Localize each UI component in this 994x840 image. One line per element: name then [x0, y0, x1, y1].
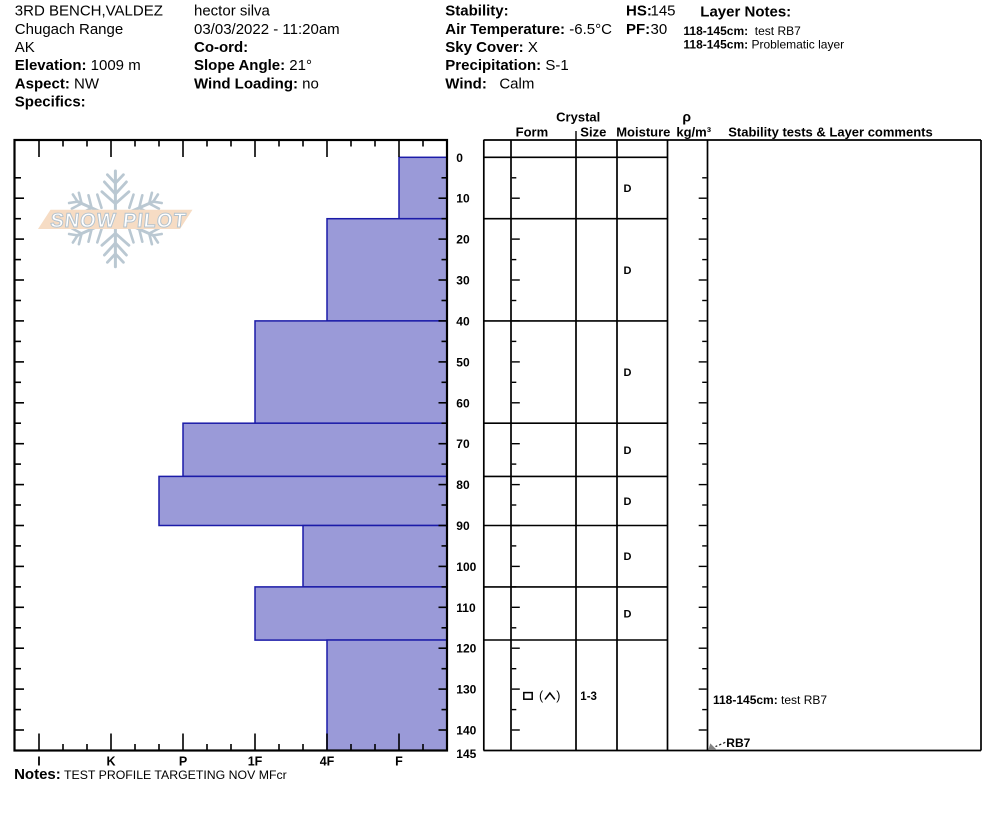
svg-text:SNOW PILOT: SNOW PILOT	[49, 210, 187, 232]
svg-text:118-145cm: Problematic layer: 118-145cm: Problematic layer	[683, 38, 844, 52]
svg-text:Co-ord:: Co-ord:	[194, 39, 248, 56]
svg-text:D: D	[624, 445, 632, 457]
svg-text:hector silva: hector silva	[194, 3, 271, 20]
svg-text:30: 30	[456, 274, 470, 288]
svg-text:90: 90	[456, 519, 470, 533]
svg-text:Air Temperature: -6.5°C: Air Temperature: -6.5°C	[445, 21, 612, 38]
svg-text:118-145cm: test RB7: 118-145cm: test RB7	[683, 24, 801, 38]
svg-text:Aspect: NW: Aspect: NW	[15, 75, 100, 92]
svg-text:1-3: 1-3	[580, 691, 597, 703]
svg-text:AK: AK	[15, 39, 35, 56]
svg-text:1F: 1F	[248, 755, 263, 769]
svg-text:03/03/2022 - 11:20am: 03/03/2022 - 11:20am	[194, 21, 340, 38]
svg-text:): )	[556, 689, 560, 703]
svg-text:Precipitation: S-1: Precipitation: S-1	[445, 57, 568, 74]
svg-text:3RD BENCH,VALDEZ: 3RD BENCH,VALDEZ	[15, 3, 163, 20]
svg-text:Stability tests & Layer commen: Stability tests & Layer comments	[728, 125, 932, 140]
svg-text:D: D	[624, 183, 632, 195]
svg-text:70: 70	[456, 437, 470, 451]
svg-text:Stability:: Stability:	[445, 3, 508, 20]
svg-text:140: 140	[456, 724, 476, 738]
svg-text:145: 145	[651, 3, 676, 20]
svg-text:TEST PROFILE TARGETING NOV MFc: TEST PROFILE TARGETING NOV MFcr	[64, 768, 287, 782]
svg-text:D: D	[624, 265, 632, 277]
svg-text:Specifics:: Specifics:	[15, 94, 86, 111]
svg-text:130: 130	[456, 683, 476, 697]
svg-text:Sky Cover: X: Sky Cover: X	[445, 39, 538, 56]
svg-text:ρ: ρ	[682, 109, 691, 125]
svg-text:D: D	[624, 496, 632, 508]
svg-text:4F: 4F	[320, 755, 335, 769]
svg-text:10: 10	[456, 192, 470, 206]
svg-text:Layer Notes:: Layer Notes:	[700, 4, 791, 21]
svg-text:80: 80	[456, 478, 470, 492]
svg-text:Wind: Calm: Wind: Calm	[445, 75, 534, 92]
svg-text:Size: Size	[580, 125, 606, 140]
svg-text:0: 0	[456, 151, 463, 165]
svg-text:Form: Form	[516, 125, 549, 140]
svg-text:PF:: PF:	[626, 21, 650, 38]
svg-text:D: D	[624, 609, 632, 621]
svg-text:Elevation: 1009 m: Elevation: 1009 m	[15, 57, 141, 74]
svg-text:40: 40	[456, 314, 470, 328]
svg-text:Slope Angle: 21°: Slope Angle: 21°	[194, 57, 312, 74]
svg-text:Wind Loading: no: Wind Loading: no	[194, 75, 319, 92]
svg-text:Chugach Range: Chugach Range	[15, 21, 123, 38]
svg-text:Moisture: Moisture	[616, 125, 670, 140]
svg-text:I: I	[37, 755, 40, 769]
svg-text:Crystal: Crystal	[556, 110, 600, 125]
svg-text:D: D	[624, 551, 632, 563]
svg-text:118-145cm: test RB7: 118-145cm: test RB7	[713, 693, 827, 707]
svg-text:RB7: RB7	[726, 736, 750, 750]
svg-text:Notes:: Notes:	[14, 766, 61, 783]
svg-text:120: 120	[456, 642, 476, 656]
svg-text:D: D	[624, 367, 632, 379]
svg-text:110: 110	[456, 601, 476, 615]
svg-text:F: F	[395, 755, 403, 769]
svg-text:kg/m³: kg/m³	[676, 125, 711, 140]
svg-text:K: K	[106, 755, 115, 769]
svg-text:30: 30	[651, 21, 668, 38]
svg-text:(: (	[539, 689, 544, 703]
svg-text:60: 60	[456, 396, 470, 410]
svg-text:145: 145	[456, 747, 476, 761]
svg-text:50: 50	[456, 355, 470, 369]
svg-text:HS:: HS:	[626, 3, 652, 20]
svg-text:100: 100	[456, 560, 476, 574]
svg-text:P: P	[179, 755, 187, 769]
svg-text:20: 20	[456, 233, 470, 247]
